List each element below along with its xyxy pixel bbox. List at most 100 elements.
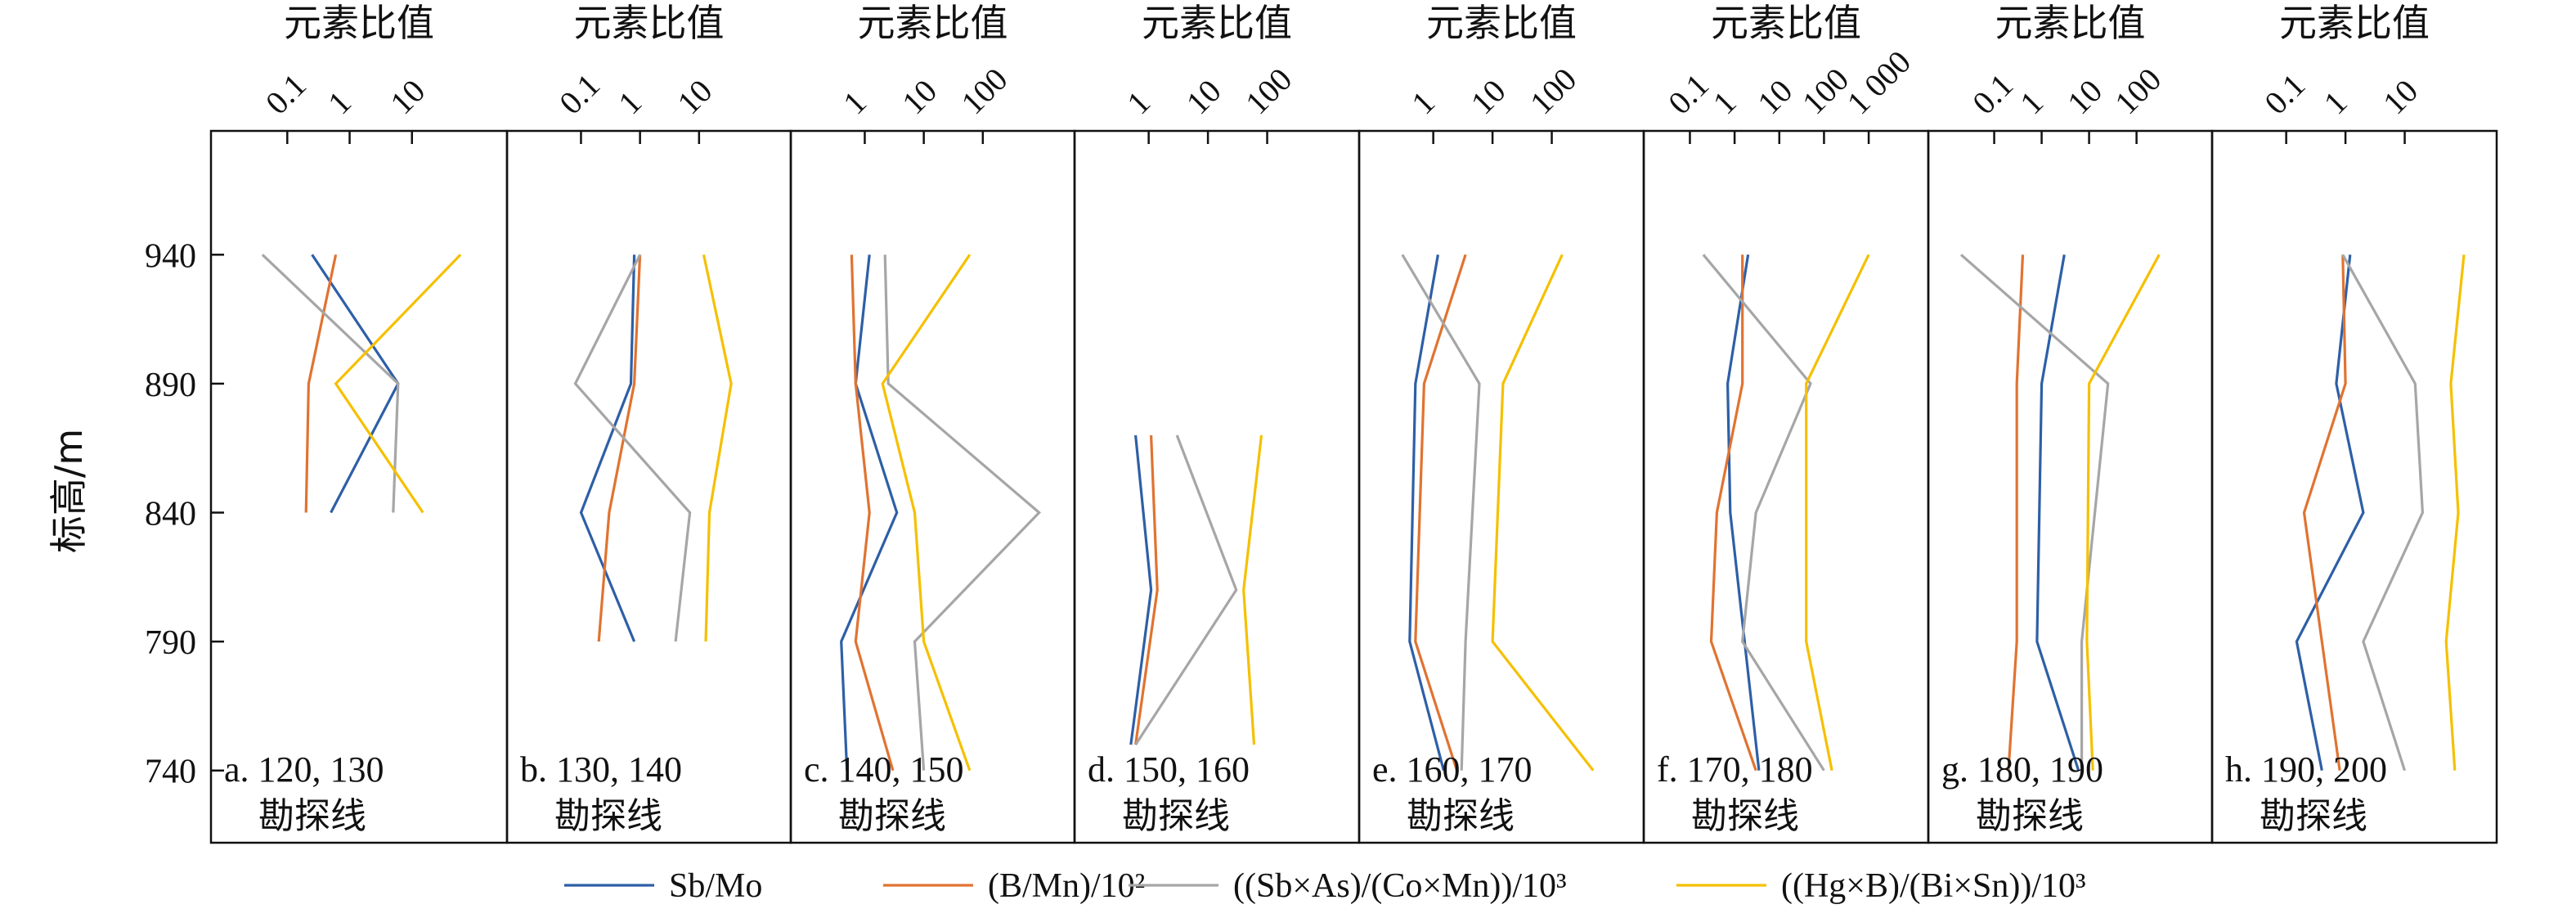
series-line-4 [881, 254, 972, 772]
y-tick-label: 740 [145, 754, 196, 791]
x-axis-title: 元素比值 [858, 1, 1008, 45]
x-tick-label: 0.1 [258, 66, 313, 121]
x-tick-label: 0.1 [2257, 66, 2312, 121]
series-line-3 [261, 254, 400, 513]
series-line-2 [2007, 254, 2025, 771]
x-tick-label: 1 [1706, 83, 1744, 121]
series-line-3 [1134, 434, 1238, 746]
series-line-1 [311, 254, 400, 514]
legend-item: (B/Mn)/10² [883, 867, 1145, 905]
panel-label: f. 170, 180 [1657, 749, 1813, 790]
series-line-4 [334, 254, 462, 514]
y-tick-label: 940 [145, 237, 196, 275]
series-line-3 [1702, 254, 1825, 772]
x-axis-title: 元素比值 [1142, 1, 1292, 45]
legend-label: ((Hg×B)/(Bi×Sn))/10³ [1781, 867, 2086, 905]
x-tick-label: 10 [895, 72, 944, 121]
legend-item: Sb/Mo [564, 867, 762, 905]
panel-label: e. 160, 170 [1372, 749, 1533, 790]
panel-frame [1927, 129, 2214, 844]
panel-d: 元素比值 1 10 100 d. 150, 160 勘探线 [1073, 1, 1361, 844]
panel-label: h. 190, 200 [2225, 749, 2387, 790]
series-line-4 [2085, 254, 2161, 771]
x-tick-label: 10 [1750, 72, 1799, 121]
series-line-3 [1959, 254, 2110, 771]
x-tick-label: 1 000 [1840, 43, 1918, 121]
series-line-4 [1805, 254, 1870, 772]
series-line-4 [1242, 434, 1263, 745]
x-axis-title: 元素比值 [1426, 1, 1577, 45]
x-tick-label: 1 [321, 83, 358, 121]
x-axis-title: 元素比值 [1995, 1, 2146, 45]
x-axis-title: 元素比值 [1711, 1, 1861, 45]
legend-label: ((Sb×As)/(Co×Mn))/10³ [1233, 867, 1567, 905]
x-axis-title: 元素比值 [574, 1, 725, 45]
series-line-1 [2035, 254, 2080, 772]
panel-label: a. 120, 130 [224, 749, 384, 790]
x-axis-title: 元素比值 [284, 1, 434, 45]
panel-c: 元素比值 1 10 100 c. 140, 150 勘探线 [789, 1, 1076, 844]
panel-sublabel: 勘探线 [258, 795, 366, 837]
panel-label: b. 130, 140 [520, 749, 682, 790]
panel-e: 元素比值 1 10 100 e. 160, 170 勘探线 [1358, 1, 1645, 844]
series-line-2 [850, 254, 895, 772]
series-line-2 [1709, 254, 1757, 772]
panel-sublabel: 勘探线 [1691, 795, 1799, 837]
x-tick-label: 10 [2060, 72, 2109, 121]
x-tick-label: 100 [1238, 61, 1299, 121]
x-tick-label: 10 [383, 72, 432, 121]
legend-label: (B/Mn)/10² [988, 867, 1145, 905]
x-tick-label: 1 [836, 83, 873, 121]
legend: Sb/Mo (B/Mn)/10² ((Sb×As)/(Co×Mn))/10³ ((Hg… [564, 867, 2086, 905]
panel-h: 元素比值 0.1 1 10 h. 190, 200 勘探线 [2210, 1, 2498, 844]
series-line-4 [1491, 254, 1595, 772]
series-line-3 [573, 254, 692, 642]
x-tick-label: 1 [2317, 83, 2354, 121]
panel-label: d. 150, 160 [1088, 749, 1250, 790]
series-line-1 [1408, 254, 1445, 772]
x-tick-label: 100 [1523, 61, 1583, 121]
x-tick-label: 10 [670, 72, 719, 121]
series-line-4 [702, 254, 733, 642]
panel-sublabel: 勘探线 [1122, 795, 1230, 837]
series-line-2 [2302, 254, 2347, 771]
x-tick-label: 100 [2107, 61, 2168, 121]
x-tick-label: 1 [2013, 83, 2050, 121]
series-line-2 [304, 254, 338, 513]
legend-item: ((Hg×B)/(Bi×Sn))/10³ [1676, 867, 2086, 905]
panel-frame [505, 129, 792, 844]
y-axis-label: 标高/m [47, 429, 91, 553]
panel-sublabel: 勘探线 [1976, 795, 2084, 837]
panel-sublabel: 勘探线 [554, 795, 662, 837]
x-tick-label: 10 [1179, 72, 1228, 121]
series-line-3 [883, 254, 1042, 771]
panel-frame [1073, 129, 1361, 844]
y-axis: 标高/m 940 890 840 790 740 [47, 237, 224, 791]
x-tick-label: 10 [1464, 72, 1513, 121]
y-tick-label: 790 [145, 624, 196, 662]
series-line-1 [840, 254, 899, 771]
series-line-1 [1129, 434, 1153, 745]
panel-label: c. 140, 150 [804, 749, 964, 790]
panel-sublabel: 勘探线 [1407, 795, 1515, 837]
panel-frame [2210, 129, 2498, 844]
y-tick-label: 890 [145, 367, 196, 404]
x-tick-label: 10 [2376, 72, 2425, 121]
legend-label: Sb/Mo [669, 867, 762, 905]
panel-frame [789, 129, 1076, 844]
panel-label: g. 180, 190 [1941, 749, 2103, 790]
series-line-2 [1414, 254, 1467, 772]
x-tick-label: 0.1 [1965, 66, 2020, 121]
x-tick-label: 1 [1404, 83, 1442, 121]
series-line-3 [2341, 254, 2425, 772]
series-line-3 [1401, 254, 1481, 771]
legend-item: ((Sb×As)/(Co×Mn))/10³ [1129, 867, 1567, 905]
panel-frame [1358, 129, 1645, 844]
panel-sublabel: 勘探线 [838, 795, 946, 837]
series-line-1 [2295, 254, 2365, 772]
panel-sublabel: 勘探线 [2260, 795, 2367, 837]
